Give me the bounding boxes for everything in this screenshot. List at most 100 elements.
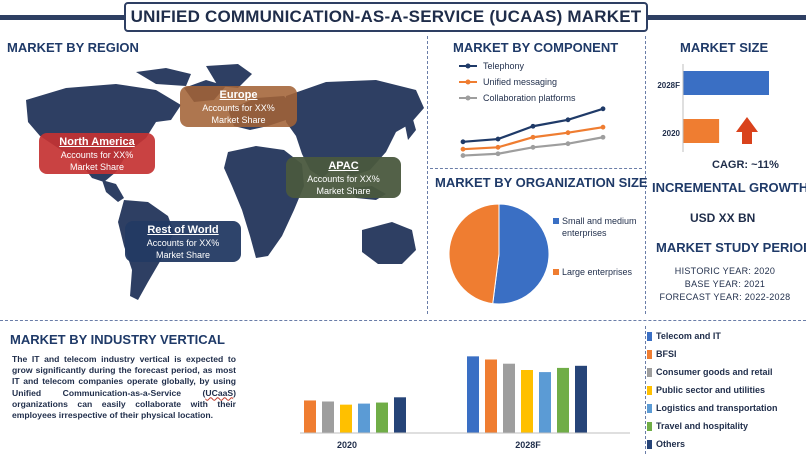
- legend-item: Telecom and IT: [646, 330, 806, 348]
- industry-bar: [503, 363, 515, 433]
- legend-swatch: [647, 332, 652, 341]
- legend-label: Logistics and transportation: [656, 403, 778, 413]
- region-name: APAC: [328, 160, 359, 172]
- data-point: [600, 134, 606, 140]
- data-point: [495, 136, 501, 142]
- legend-swatch: [647, 350, 652, 359]
- legend-item: Small and medium enterprises: [553, 215, 649, 239]
- region-name: Rest of World: [147, 224, 219, 236]
- description-text: The IT and telecom industry vertical is …: [12, 354, 236, 398]
- legend-marker: [465, 63, 471, 69]
- legend-label: Collaboration platforms: [483, 93, 576, 103]
- industry-bar: [358, 403, 370, 433]
- region-name: Europe: [219, 89, 258, 101]
- region-share: Accounts for XX%: [307, 174, 380, 184]
- industry-bar: [575, 365, 587, 433]
- legend-label: Large enterprises: [562, 267, 633, 277]
- data-point: [460, 146, 466, 152]
- market-size-heading: MARKET SIZE: [680, 40, 769, 55]
- industry-description: The IT and telecom industry vertical is …: [12, 354, 236, 421]
- category-label: 2028F: [657, 81, 680, 90]
- legend-item: Others: [646, 438, 806, 456]
- region-heading: MARKET BY REGION: [7, 40, 139, 55]
- region-share-label: Market Share: [211, 115, 266, 125]
- region-share-label: Market Share: [316, 186, 371, 196]
- data-point: [460, 139, 466, 145]
- legend-item: Travel and hospitality: [646, 420, 806, 438]
- component-heading: MARKET BY COMPONENT: [453, 40, 619, 55]
- industry-heading: MARKET BY INDUSTRY VERTICAL: [10, 332, 225, 347]
- legend-swatch: [647, 422, 652, 431]
- legend-item: Consumer goods and retail: [646, 366, 806, 384]
- legend-item: Large enterprises: [553, 266, 653, 278]
- organization-pie-chart: [448, 203, 550, 305]
- industry-bar: [539, 372, 551, 433]
- legend-swatch: [647, 368, 652, 377]
- legend-label: Telecom and IT: [656, 331, 721, 341]
- cagr-label: CAGR: ~11%: [712, 159, 779, 171]
- legend-marker: [465, 95, 471, 101]
- size-bar: [683, 71, 769, 95]
- region-europe-callout: Europe Accounts for XX% Market Share: [180, 86, 297, 127]
- component-line-chart: Telephony Unified messaging Collaboration …: [459, 61, 606, 158]
- data-point: [530, 123, 536, 129]
- industry-bar: [467, 356, 479, 433]
- description-text-ucaas: UCaaS: [205, 387, 234, 398]
- legend-swatch: [647, 404, 652, 413]
- legend-label: Others: [656, 439, 686, 449]
- title-banner: UNIFIED COMMUNICATION-AS-A-SERVICE (UCAA…: [0, 2, 806, 32]
- region-share: Accounts for XX%: [60, 150, 134, 160]
- divider: [430, 168, 642, 169]
- pie-slice: [448, 203, 500, 305]
- region-rest-of-world-callout: Rest of World Accounts for XX% Market Sh…: [125, 221, 241, 262]
- data-point: [600, 106, 606, 112]
- category-label: 2028F: [515, 440, 541, 450]
- legend-marker: [465, 79, 471, 85]
- study-period-heading: MARKET STUDY PERIOD: [656, 240, 806, 255]
- data-point: [495, 151, 501, 157]
- region-apac-callout: APAC Accounts for XX% Market Share: [286, 157, 401, 198]
- historic-year: HISTORIC YEAR: 2020: [674, 266, 776, 276]
- data-point: [495, 144, 501, 150]
- industry-bar: [340, 404, 352, 433]
- region-name: North America: [59, 136, 135, 148]
- industry-bar: [322, 401, 334, 433]
- legend-swatch: [647, 440, 652, 449]
- category-label: 2020: [337, 440, 357, 450]
- region-share: Accounts for XX%: [146, 238, 220, 248]
- legend-swatch: [553, 269, 559, 275]
- divider: [645, 326, 646, 454]
- industry-bar: [394, 397, 406, 433]
- divider: [645, 36, 646, 314]
- data-point: [565, 130, 571, 136]
- growth-arrow-icon: [736, 117, 758, 144]
- industry-bar-chart: 2020 2028F: [300, 356, 630, 450]
- divider: [0, 320, 806, 321]
- data-point: [565, 117, 571, 123]
- data-point: [460, 153, 466, 158]
- legend-label: Travel and hospitality: [656, 421, 749, 431]
- legend-swatch: [553, 218, 559, 224]
- legend-label: Public sector and utilities: [656, 385, 766, 395]
- industry-bar: [304, 400, 316, 433]
- legend-label: Unified messaging: [483, 77, 557, 87]
- industry-bar: [557, 367, 569, 433]
- region-share: Accounts for XX%: [202, 103, 275, 113]
- data-point: [530, 144, 536, 150]
- title-pill: UNIFIED COMMUNICATION-AS-A-SERVICE (UCAA…: [124, 2, 648, 32]
- organization-heading: MARKET BY ORGANIZATION SIZE: [435, 175, 648, 190]
- data-point: [565, 141, 571, 147]
- legend-item: BFSI: [646, 348, 806, 366]
- forecast-year: FORECAST YEAR: 2022-2028: [659, 292, 791, 302]
- size-bar: [683, 119, 720, 143]
- industry-bar: [485, 359, 497, 433]
- region-north-america-callout: North America Accounts for XX% Market Sh…: [39, 133, 155, 174]
- incremental-growth-value: USD XX BN: [690, 211, 756, 225]
- industry-legend: Telecom and IT BFSI Consumer goods and ret…: [646, 330, 806, 456]
- legend-swatch: [647, 386, 652, 395]
- page-title: UNIFIED COMMUNICATION-AS-A-SERVICE (UCAA…: [130, 7, 642, 26]
- market-size-bar-chart: 2028F 2020: [657, 64, 769, 152]
- legend-label: Small and medium enterprises: [562, 216, 637, 238]
- region-share-label: Market Share: [69, 162, 125, 172]
- legend-label: Consumer goods and retail: [656, 367, 773, 377]
